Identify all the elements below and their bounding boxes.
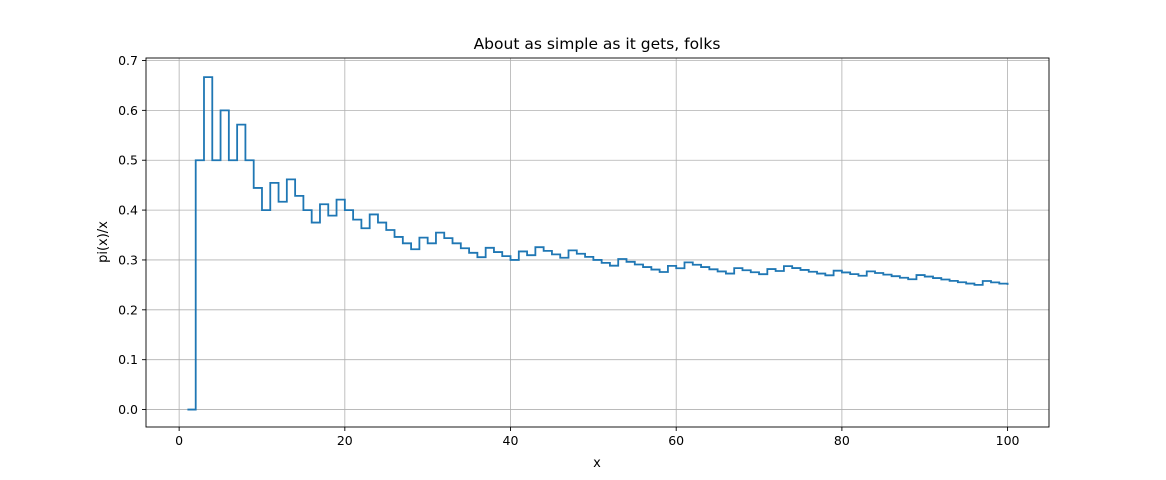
x-tick-label: 100 <box>996 433 1020 448</box>
y-tick-label: 0.2 <box>118 302 138 317</box>
x-tick-label: 80 <box>834 433 850 448</box>
x-tick-label: 0 <box>175 433 183 448</box>
x-tick-label: 60 <box>668 433 684 448</box>
y-tick-label: 0.7 <box>118 53 138 68</box>
x-tick-label: 40 <box>503 433 519 448</box>
y-tick-label: 0.5 <box>118 153 138 168</box>
y-tick-label: 0.0 <box>118 402 138 417</box>
y-tick-label: 0.6 <box>118 103 138 118</box>
y-axis-label: pi(x)/x <box>96 221 111 263</box>
x-axis: 0 20 40 60 80 100 <box>175 427 1020 448</box>
series-line <box>187 76 1009 411</box>
plot-frame <box>145 57 1050 428</box>
y-tick-label: 0.3 <box>118 252 138 267</box>
x-tick-label: 20 <box>337 433 353 448</box>
series-pi-over-x <box>187 76 1009 411</box>
y-tick-label: 0.4 <box>118 203 138 218</box>
y-axis: 0.0 0.1 0.2 0.3 0.4 0.5 0.6 0.7 <box>118 53 146 417</box>
chart-title: About as simple as it gets, folks <box>474 35 721 53</box>
grid <box>146 58 1049 427</box>
x-axis-label: x <box>593 456 601 471</box>
y-tick-label: 0.1 <box>118 352 138 367</box>
